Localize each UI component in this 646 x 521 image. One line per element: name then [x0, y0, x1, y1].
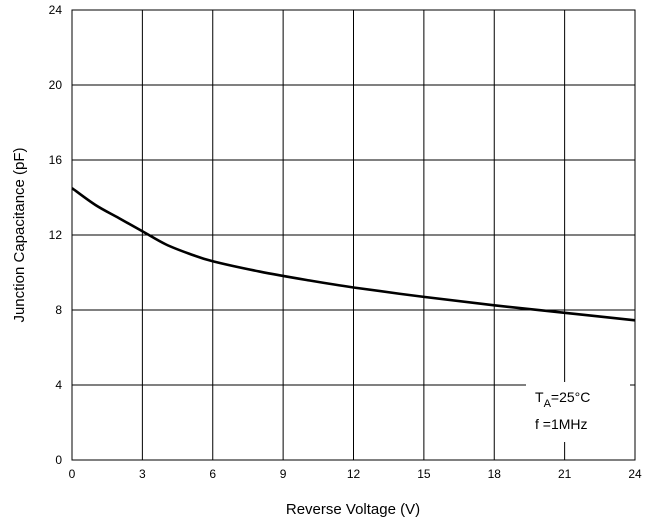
y-tick-label: 12 [49, 228, 63, 242]
annotation-background [526, 382, 630, 442]
x-tick-label: 15 [417, 467, 431, 481]
y-tick-label: 0 [55, 453, 62, 467]
annotation-temperature: TA=25°C [535, 389, 590, 410]
x-tick-label: 3 [139, 467, 146, 481]
y-tick-label: 8 [55, 303, 62, 317]
x-tick-label: 21 [558, 467, 572, 481]
x-tick-label: 6 [209, 467, 216, 481]
series-layer [71, 187, 636, 322]
x-tick-label: 18 [488, 467, 502, 481]
x-axis-label: Reverse Voltage (V) [286, 501, 420, 518]
plot-frame [71, 9, 636, 461]
y-tick-label: 20 [49, 78, 63, 92]
tick-labels: 0 3 6 9 12 15 18 21 24 0 4 8 12 16 20 24 [49, 3, 642, 481]
annotation-subscript: A [544, 398, 552, 410]
x-tick-label: 24 [628, 467, 642, 481]
grid [71, 9, 636, 461]
y-tick-label: 16 [49, 153, 63, 167]
x-tick-label: 9 [280, 467, 287, 481]
y-axis-label: Junction Capacitance (pF) [11, 147, 28, 322]
annotation-frequency: f =1MHz [535, 416, 588, 432]
x-tick-label: 12 [347, 467, 361, 481]
capacitance-curve [71, 187, 636, 322]
y-tick-label: 4 [55, 378, 62, 392]
x-tick-label: 0 [69, 467, 76, 481]
y-tick-label: 24 [49, 3, 63, 17]
